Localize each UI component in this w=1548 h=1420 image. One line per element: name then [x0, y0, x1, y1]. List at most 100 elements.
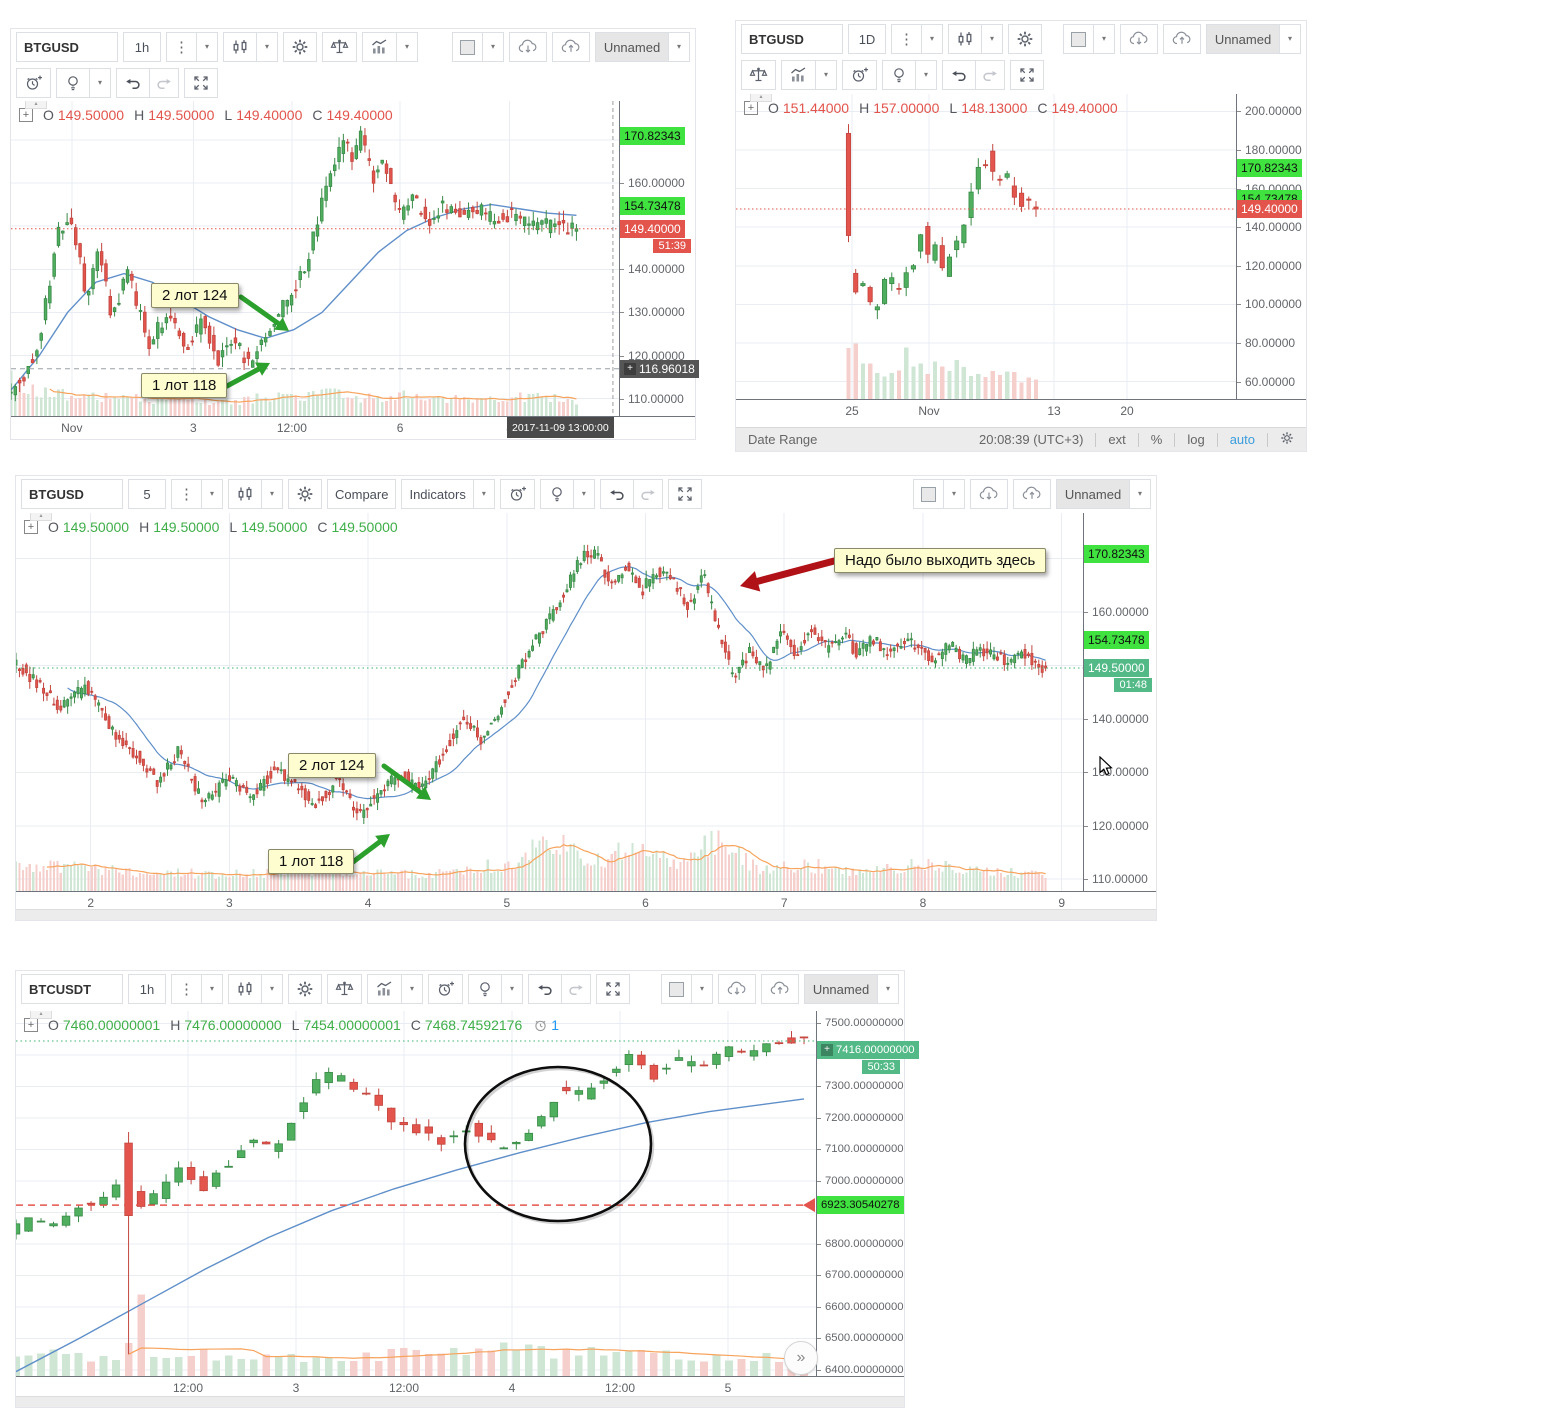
add-alert-button[interactable] [499, 479, 535, 509]
chart-style-dropdown[interactable]: ▾ [261, 974, 283, 1004]
redo-button[interactable] [149, 68, 179, 98]
chart-area[interactable]: ▴ 200.00000 180.00000 160.00000 140.00000 12… [736, 94, 1306, 425]
plus-box-icon[interactable]: + [24, 1018, 38, 1032]
percent-scale-button[interactable]: % [1150, 432, 1163, 447]
more-options-dropdown[interactable]: ▾ [921, 24, 943, 54]
chart-style-button[interactable] [223, 32, 257, 62]
symbol-button[interactable]: BTGUSD [741, 24, 843, 54]
undo-button[interactable] [528, 974, 562, 1004]
saved-layout-button[interactable]: Unnamed [595, 32, 669, 62]
save-chart-button[interactable] [1013, 479, 1051, 509]
add-alert-button[interactable] [842, 60, 877, 90]
load-chart-button[interactable] [509, 32, 547, 62]
layout-dropdown[interactable]: ▾ [691, 974, 713, 1004]
interval-button[interactable]: 1h [128, 974, 166, 1004]
indicators-dropdown[interactable]: ▾ [401, 974, 423, 1004]
undo-button[interactable] [599, 479, 634, 509]
redo-button[interactable] [632, 479, 663, 509]
indicators-dropdown[interactable]: ▾ [815, 60, 837, 90]
compare-scales-button[interactable] [327, 974, 362, 1004]
plus-box-icon[interactable]: + [19, 108, 33, 122]
extended-hours-button[interactable]: ext [1108, 432, 1126, 447]
undo-button[interactable] [942, 60, 976, 90]
indicators-dropdown[interactable]: ▾ [472, 479, 495, 509]
fullscreen-button[interactable] [596, 974, 630, 1004]
more-options-dropdown[interactable]: ▾ [201, 479, 223, 509]
ideas-dropdown[interactable]: ▾ [501, 974, 523, 1004]
annotation-note[interactable]: Надо было выходить здесь [834, 548, 1047, 573]
annotation-note[interactable]: 2 лот 124 [151, 283, 239, 308]
date-range-button[interactable]: Date Range [748, 432, 818, 447]
load-chart-button[interactable] [970, 479, 1008, 509]
ideas-dropdown[interactable]: ▾ [572, 479, 595, 509]
price-axis[interactable]: 160.00000 140.00000 130.00000 120.00000 110.… [1083, 513, 1156, 891]
more-options-dropdown[interactable]: ▾ [201, 974, 223, 1004]
redo-button[interactable] [561, 974, 591, 1004]
settings-button[interactable] [1008, 24, 1042, 54]
chart-style-button[interactable] [228, 974, 262, 1004]
symbol-button[interactable]: BTGUSD [21, 479, 123, 509]
chart-style-dropdown[interactable]: ▾ [981, 24, 1003, 54]
price-axis[interactable]: 7500.00000000 7300.00000000 7200.00000000 7… [816, 1011, 919, 1376]
fullscreen-button[interactable] [184, 68, 218, 98]
indicators-dropdown[interactable]: ▾ [396, 32, 418, 62]
chart-area[interactable]: ▴ 160.00000 140.00000 130.00000 120.00000 11… [16, 513, 1156, 910]
chart-style-dropdown[interactable]: ▾ [261, 479, 283, 509]
layout-select-button[interactable] [913, 479, 944, 509]
chart-plot[interactable] [16, 1011, 816, 1376]
fullscreen-button[interactable] [1010, 60, 1044, 90]
plus-icon[interactable]: + [624, 362, 636, 375]
chart-plot[interactable] [16, 513, 1083, 891]
save-chart-button[interactable] [761, 974, 799, 1004]
plus-box-icon[interactable]: + [24, 520, 38, 534]
settings-button[interactable] [288, 479, 322, 509]
settings-button[interactable] [283, 32, 317, 62]
layout-select-button[interactable] [661, 974, 692, 1004]
chart-plot[interactable] [736, 94, 1236, 399]
toolbar-collapse-tab[interactable]: ▴ [30, 1011, 52, 1019]
time-axis[interactable]: 12:00 3 12:00 4 12:00 5 [16, 1376, 904, 1398]
layout-select-button[interactable] [1063, 24, 1094, 54]
indicators-button[interactable] [781, 60, 816, 90]
go-to-realtime-button[interactable]: » [784, 1341, 818, 1375]
saved-layout-button[interactable]: Unnamed [1056, 479, 1130, 509]
layout-select-button[interactable] [452, 32, 483, 62]
price-axis[interactable]: 160.00000 140.00000 130.00000 120.00000 110.… [619, 101, 699, 416]
add-alert-button[interactable] [428, 974, 463, 1004]
indicators-button[interactable]: Indicators [401, 479, 474, 509]
ideas-dropdown[interactable]: ▾ [915, 60, 937, 90]
compare-scales-button[interactable] [322, 32, 357, 62]
interval-button[interactable]: 5 [128, 479, 166, 509]
toolbar-collapse-tab[interactable]: ▴ [30, 513, 52, 521]
ideas-button[interactable] [539, 479, 574, 509]
clock-time[interactable]: 20:08:39 (UTC+3) [979, 432, 1084, 447]
indicators-button[interactable] [362, 32, 397, 62]
indicators-button[interactable] [367, 974, 402, 1004]
time-axis[interactable]: 2 3 4 5 6 7 8 9 [16, 891, 1156, 910]
toolbar-collapse-tab[interactable]: ▴ [750, 94, 772, 102]
redo-button[interactable] [975, 60, 1005, 90]
log-scale-button[interactable]: log [1187, 432, 1205, 447]
ideas-button[interactable] [882, 60, 916, 90]
annotation-note[interactable]: 2 лот 124 [288, 753, 376, 778]
symbol-button[interactable]: BTGUSD [16, 32, 118, 62]
more-options-button[interactable]: ⋮ [171, 479, 202, 509]
auto-scale-button[interactable]: auto [1229, 432, 1255, 447]
more-options-dropdown[interactable]: ▾ [196, 32, 218, 62]
toolbar-collapse-tab[interactable]: ▴ [25, 101, 47, 109]
saved-layout-button[interactable]: Unnamed [1206, 24, 1280, 54]
interval-button[interactable]: 1h [123, 32, 161, 62]
saved-layout-dropdown[interactable]: ▾ [1279, 24, 1301, 54]
more-options-button[interactable]: ⋮ [166, 32, 197, 62]
saved-layout-button[interactable]: Unnamed [804, 974, 878, 1004]
more-options-button[interactable]: ⋮ [891, 24, 922, 54]
layout-dropdown[interactable]: ▾ [1093, 24, 1115, 54]
chart-style-button[interactable] [228, 479, 262, 509]
add-alert-button[interactable] [16, 68, 51, 98]
price-axis[interactable]: 200.00000 180.00000 160.00000 140.00000 120.… [1236, 94, 1306, 399]
chart-plot[interactable] [11, 101, 619, 416]
compare-button[interactable]: Compare [327, 479, 397, 509]
chart-area[interactable]: ▴ 7500.00000000 7300.00000000 7200.0000000… [16, 1011, 919, 1398]
ideas-dropdown[interactable]: ▾ [89, 68, 111, 98]
